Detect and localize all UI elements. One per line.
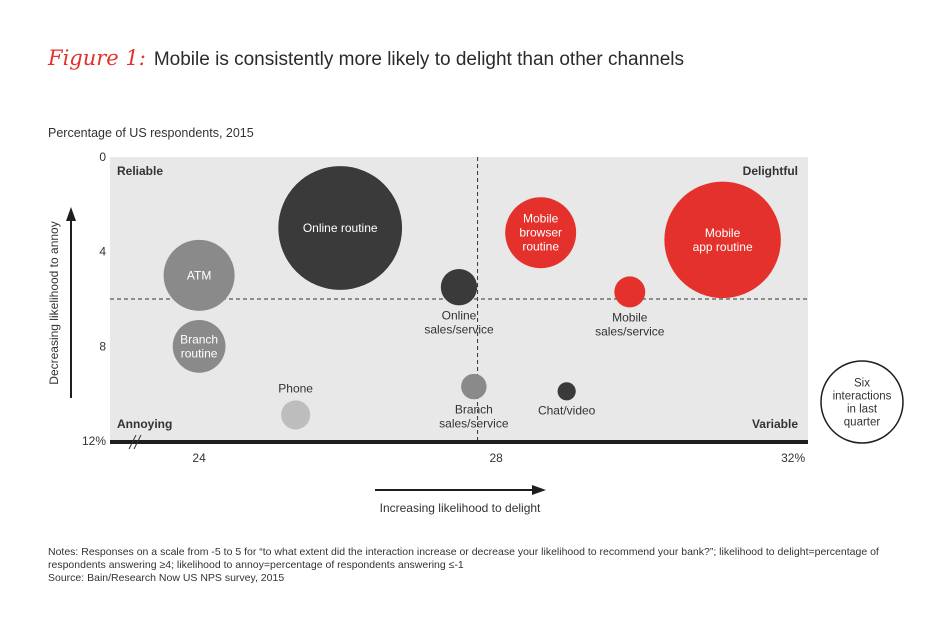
quadrant-label-variable: Variable bbox=[752, 417, 798, 431]
x-tick-label-28: 28 bbox=[489, 451, 503, 465]
bubble-label-mobile-browser-routine: browser bbox=[519, 226, 562, 240]
bubble-online-sales-service bbox=[440, 268, 478, 306]
quadrant-label-delightful: Delightful bbox=[743, 164, 798, 178]
bubble-mobile-app-routine bbox=[664, 181, 781, 299]
bubble-chat-video bbox=[557, 382, 576, 401]
bubble-label-branch-routine: routine bbox=[181, 346, 218, 360]
bubble-label-mobile-app-routine: Mobile bbox=[705, 226, 741, 240]
axis-break-mark bbox=[133, 434, 142, 450]
notes-text: Notes: Responses on a scale from -5 to 5… bbox=[48, 546, 879, 571]
y-tick-label-8: 8 bbox=[99, 339, 106, 353]
bubble-branch-routine bbox=[172, 319, 226, 373]
size-legend-circle bbox=[820, 360, 904, 444]
bubble-mobile-sales-service bbox=[614, 276, 646, 308]
bubble-mobile-browser-routine bbox=[505, 197, 577, 269]
x-axis-arrow-head bbox=[532, 485, 546, 495]
bubble-atm bbox=[163, 239, 235, 311]
bubble-label-online-sales-service: Online bbox=[442, 308, 477, 322]
x-tick-label-24: 24 bbox=[192, 451, 206, 465]
bubble-label-mobile-sales-service: Mobile bbox=[612, 310, 648, 324]
figure-title: Figure 1: Mobile is consistently more lik… bbox=[48, 46, 684, 71]
chart-subtitle: Percentage of US respondents, 2015 bbox=[48, 126, 254, 140]
size-legend-label: in last bbox=[847, 404, 878, 416]
axis-break-mark bbox=[128, 434, 137, 450]
x-tick-label-32: 32% bbox=[781, 451, 805, 465]
bubble-label-chat-video: Chat/video bbox=[538, 403, 596, 417]
size-legend-label: quarter bbox=[844, 417, 881, 429]
quadrant-label-annoying: Annoying bbox=[117, 417, 172, 431]
quadrant-label-reliable: Reliable bbox=[117, 164, 163, 178]
bubble-label-online-routine: Online routine bbox=[303, 221, 378, 235]
bubble-label-mobile-browser-routine: Mobile bbox=[523, 212, 559, 226]
figure-title-text: Mobile is consistently more likely to de… bbox=[153, 49, 685, 70]
bubble-label-mobile-browser-routine: routine bbox=[522, 240, 559, 254]
y-axis-label: Decreasing likelihood to annoy bbox=[47, 221, 61, 384]
bubble-online-routine bbox=[278, 166, 403, 290]
bubble-label-mobile-app-routine: app routine bbox=[693, 240, 753, 254]
figure-label: Figure 1: bbox=[48, 46, 146, 70]
y-tick-label-12: 12% bbox=[82, 434, 106, 448]
notes: Notes: Responses on a scale from -5 to 5… bbox=[48, 546, 908, 585]
bubble-label-phone: Phone bbox=[278, 381, 313, 395]
source-text: Source: Bain/Research Now US NPS survey,… bbox=[48, 572, 285, 584]
size-legend-label: interactions bbox=[833, 391, 892, 403]
x-axis-label: Increasing likelihood to delight bbox=[380, 501, 541, 515]
size-legend-label: Six bbox=[854, 378, 870, 390]
bubble-label-branch-sales-service: Branch bbox=[455, 402, 493, 416]
bubble-label-atm: ATM bbox=[187, 268, 211, 282]
y-tick-label-0: 0 bbox=[99, 150, 106, 164]
bubble-phone bbox=[281, 400, 311, 430]
y-axis-arrow-head bbox=[66, 207, 76, 221]
bubble-label-online-sales-service: sales/service bbox=[424, 322, 494, 336]
bubble-label-mobile-sales-service: sales/service bbox=[595, 324, 665, 338]
bubble-label-branch-sales-service: sales/service bbox=[439, 416, 509, 430]
bubble-label-branch-routine: Branch bbox=[180, 332, 218, 346]
y-tick-label-4: 4 bbox=[99, 245, 106, 259]
bubble-branch-sales-service bbox=[461, 373, 487, 400]
